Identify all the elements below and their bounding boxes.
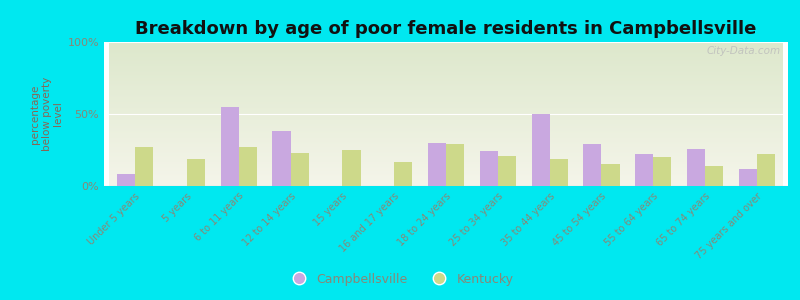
Bar (273, 131, 290, 186)
Text: City-Data.com: City-Data.com (707, 46, 781, 56)
Bar (583, 144, 602, 186)
Bar (687, 148, 705, 186)
Title: Breakdown by age of poor female residents in Campbellsville: Breakdown by age of poor female resident… (135, 20, 757, 38)
Bar (342, 150, 361, 186)
Bar (480, 152, 498, 186)
Bar (117, 175, 135, 186)
Bar (290, 153, 309, 186)
Bar (654, 157, 671, 186)
Bar (221, 107, 238, 186)
Bar (428, 143, 446, 186)
Bar (705, 166, 723, 186)
Bar (738, 169, 757, 186)
Bar (498, 156, 516, 186)
Bar (602, 164, 619, 186)
Bar (635, 154, 654, 186)
Y-axis label: percentage
below poverty
level: percentage below poverty level (30, 77, 63, 151)
Bar (550, 159, 568, 186)
Bar (238, 147, 257, 186)
Bar (757, 154, 775, 186)
Bar (394, 161, 412, 186)
Bar (446, 144, 464, 186)
Legend: Campbellsville, Kentucky: Campbellsville, Kentucky (282, 268, 518, 291)
Bar (135, 147, 154, 186)
Bar (187, 159, 205, 186)
Bar (531, 114, 550, 186)
